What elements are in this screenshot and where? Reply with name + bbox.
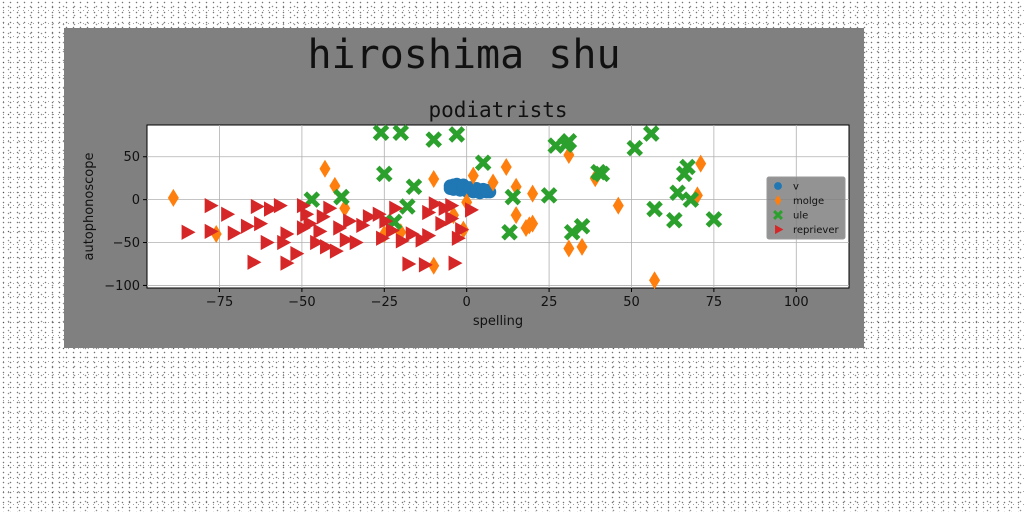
x-tick-label: 50 [623,295,640,310]
scatter-point [444,182,457,195]
x-axis-label: spelling [473,314,523,329]
legend: v molge ule repriever [767,177,845,239]
y-tick-label: 50 [123,150,140,165]
legend-label: ule [793,211,808,222]
x-tick-label: 25 [541,295,558,310]
chart-title: podiatrists [428,98,567,122]
x-tick-label: −75 [206,295,233,310]
x-tick-label: 0 [463,295,471,310]
y-axis-label: autophonoscope [82,152,97,260]
legend-label: repriever [793,225,840,236]
y-tick-label: 0 [132,193,140,208]
scatter-point [774,182,782,190]
y-tick-label: −100 [104,279,140,294]
chart-svg: podiatrists −75 −50 −25 0 25 50 75 100 50 0 −50 −10… [64,28,864,348]
legend-label: molge [793,196,824,207]
y-tick-label: −50 [113,236,140,251]
x-tick-label: 100 [784,295,809,310]
x-tick-label: 75 [706,295,723,310]
x-tick-label: −25 [371,295,398,310]
x-tick-label: −50 [288,295,315,310]
legend-label: v [793,182,799,193]
figure: hiroshima shu podiatrists −75 −50 −25 0 25 50… [64,28,864,348]
